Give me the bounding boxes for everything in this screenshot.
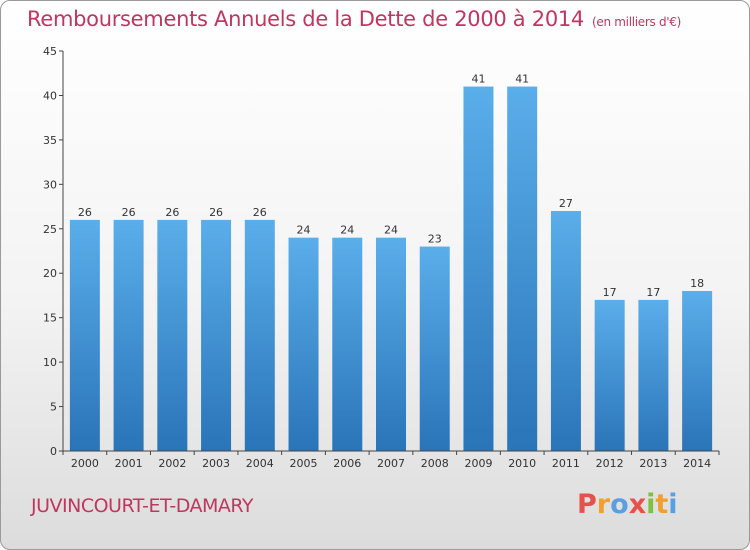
data-label-2005: 24: [297, 224, 311, 237]
data-label-2002: 26: [165, 206, 179, 219]
data-label-2006: 24: [340, 224, 354, 237]
bar-2008: [419, 246, 450, 451]
bar-2003: [201, 219, 232, 451]
y-tick-label: 40: [43, 89, 57, 102]
bar-2007: [376, 237, 406, 451]
data-label-2013: 17: [646, 286, 660, 299]
data-label-2010: 41: [515, 73, 529, 86]
y-tick-label: 45: [43, 45, 57, 58]
x-tick-label-2010: 2010: [508, 457, 536, 470]
brand-letter: P: [577, 489, 597, 520]
y-tick-label: 10: [43, 356, 57, 369]
y-tick-label: 25: [43, 223, 57, 236]
bars-group: [69, 86, 713, 452]
brand-letter: i: [668, 489, 678, 520]
y-tick-label: 0: [50, 445, 57, 458]
commune-name: JUVINCOURT-ET-DAMARY: [31, 495, 254, 517]
bar-2001: [113, 219, 144, 451]
brand-letter: r: [596, 489, 611, 520]
y-tick-label: 30: [43, 178, 57, 191]
x-tick-label-2009: 2009: [464, 457, 492, 470]
bar-2011: [550, 211, 581, 451]
x-tick-label-2001: 2001: [115, 457, 143, 470]
data-label-2008: 23: [428, 233, 442, 246]
bar-2006: [332, 237, 363, 451]
x-tick-label-2011: 2011: [552, 457, 580, 470]
bar-2014: [682, 291, 713, 451]
bar-2004: [244, 219, 275, 451]
brand-letter: t: [655, 489, 669, 520]
bar-2012: [594, 299, 625, 451]
brand-letter: o: [610, 489, 629, 520]
x-tick-label-2013: 2013: [639, 457, 667, 470]
y-tick-label: 15: [43, 312, 57, 325]
brand-letter: x: [628, 489, 647, 520]
chart-title: Remboursements Annuels de la Dette de 20…: [27, 7, 681, 31]
data-label-2009: 41: [471, 73, 485, 86]
data-labels-group: 26 26 26 26 26 24 24 24 23 41 41 27 17 17 18: [78, 73, 704, 299]
data-label-2012: 17: [603, 286, 617, 299]
x-tick-label-2007: 2007: [377, 457, 405, 470]
title-text: Remboursements Annuels de la Dette de 20…: [27, 7, 584, 31]
x-tick-label-2000: 2000: [71, 457, 99, 470]
data-label-2003: 26: [209, 206, 223, 219]
data-label-2000: 26: [78, 206, 92, 219]
bar-2013: [638, 299, 669, 451]
bar-2009: [463, 86, 494, 452]
y-tick-label: 5: [50, 401, 57, 414]
data-label-2014: 18: [690, 277, 704, 290]
x-tick-label-2004: 2004: [246, 457, 274, 470]
y-tick-label: 35: [43, 134, 57, 147]
x-tick-label-2006: 2006: [333, 457, 361, 470]
axes-group: 0 5 10 15 20 25 30 35 40 45 2000 2001 2002 2003 2004 20…: [43, 45, 720, 470]
data-label-2007: 24: [384, 224, 398, 237]
data-label-2004: 26: [253, 206, 267, 219]
bar-2010: [507, 86, 538, 452]
bar-2005: [288, 237, 319, 451]
x-tick-label-2014: 2014: [683, 457, 711, 470]
data-label-2001: 26: [122, 206, 136, 219]
x-tick-label-2003: 2003: [202, 457, 230, 470]
x-tick-label-2012: 2012: [596, 457, 624, 470]
proxiti-logo: Proxiti: [577, 489, 678, 520]
bar-2000: [69, 219, 100, 451]
x-tick-label-2005: 2005: [290, 457, 318, 470]
title-unit: (en milliers d'€): [592, 15, 682, 29]
x-tick-label-2008: 2008: [421, 457, 449, 470]
y-tick-label: 20: [43, 267, 57, 280]
data-label-2011: 27: [559, 197, 573, 210]
bar-2002: [157, 219, 188, 451]
x-tick-label-2002: 2002: [158, 457, 186, 470]
brand-letter: i: [646, 489, 656, 520]
